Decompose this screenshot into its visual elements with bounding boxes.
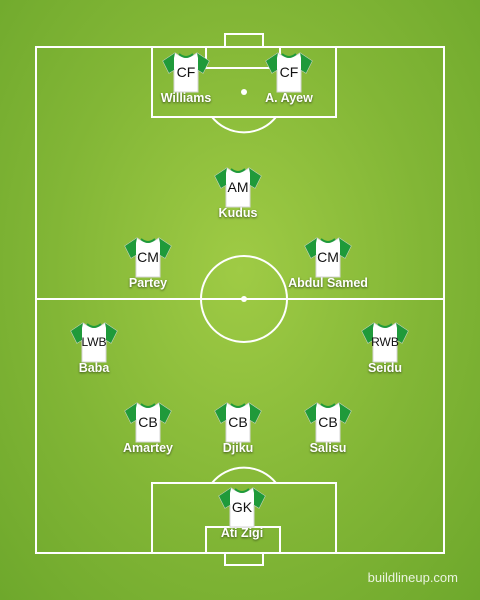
player-kudus[interactable]: AM Kudus [193,164,283,244]
player-position: LWB [81,335,107,349]
jersey-icon [214,167,262,208]
player-position: CB [138,414,158,430]
player-name: Djiku [222,441,254,455]
player-position: CB [228,414,248,430]
player-a-ayew[interactable]: CF A. Ayew [244,49,334,129]
jersey-icon [304,402,352,443]
player-partey[interactable]: CM Partey [103,234,193,314]
player-name: Salisu [309,441,347,455]
player-name: Amartey [122,441,174,455]
watermark: buildlineup.com [367,570,458,585]
bottom-penalty-arc [211,466,277,484]
jersey-icon [70,322,118,363]
player-djiku[interactable]: CB Djiku [193,399,283,479]
player-name: Ati Zigi [220,526,264,540]
player-position: CM [137,249,159,265]
jersey-icon [214,402,262,443]
jersey-icon [265,52,313,93]
player-position: CF [279,64,299,80]
top-goal [224,33,264,48]
jersey-icon [124,237,172,278]
bottom-goal [224,552,264,566]
player-position: CB [318,414,338,430]
centre-spot [241,296,247,302]
jersey-icon [304,237,352,278]
player-position: CF [176,64,196,80]
player-seidu[interactable]: RWB Seidu [340,319,430,399]
centre-circle [200,255,288,343]
player-name: Seidu [367,361,403,375]
player-position: AM [227,179,249,195]
player-amartey[interactable]: CB Amartey [103,399,193,479]
player-position: CM [317,249,339,265]
player-salisu[interactable]: CB Salisu [283,399,373,479]
player-name: Baba [78,361,110,375]
player-position: RWB [371,335,399,349]
player-ati-zigi[interactable]: GK Ati Zigi [197,484,287,564]
top-penalty-arc [211,116,277,134]
player-name: Partey [128,276,168,290]
jersey-icon [162,52,210,93]
player-williams[interactable]: CF Williams [141,49,231,129]
jersey-icon [124,402,172,443]
jersey-icon [361,322,409,363]
top-penalty-spot [241,89,247,95]
player-abdul-samed[interactable]: CM Abdul Samed [283,234,373,314]
player-name: Williams [160,91,212,105]
player-name: Abdul Samed [288,276,368,290]
player-baba[interactable]: LWB Baba [49,319,139,399]
player-name: A. Ayew [265,91,313,105]
player-position: GK [231,499,253,515]
jersey-icon [218,487,266,528]
player-name: Kudus [218,206,258,220]
